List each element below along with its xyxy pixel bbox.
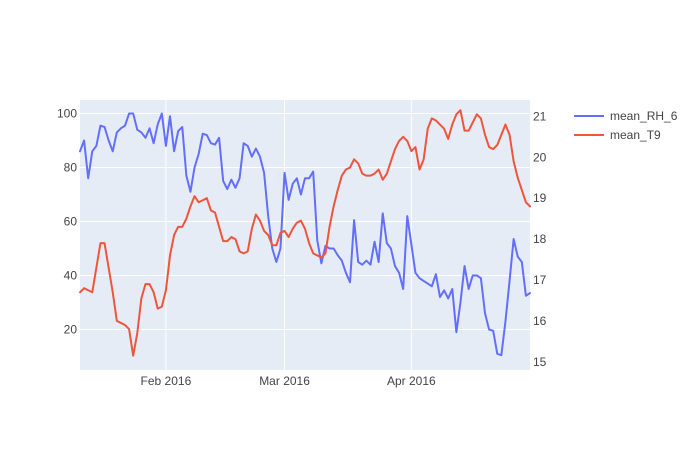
- series-lines: [79, 109, 531, 357]
- legend-item-mean_T9[interactable]: mean_T9: [574, 128, 661, 142]
- legend-label: mean_RH_6: [610, 109, 678, 123]
- x-tick-label: Feb 2016: [141, 374, 192, 388]
- y-axis-right: 15 16 17 18 19 20 21: [533, 109, 547, 368]
- y-left-tick-label: 60: [64, 215, 78, 229]
- x-tick-label: Mar 2016: [259, 374, 310, 388]
- x-axis: Feb 2016 Mar 2016 Apr 2016: [141, 374, 436, 388]
- y-left-tick-label: 80: [64, 161, 78, 175]
- legend-item-mean_RH_6[interactable]: mean_RH_6: [574, 109, 678, 123]
- y-right-tick-label: 18: [533, 232, 547, 246]
- grid-lines: [80, 100, 530, 370]
- y-axis-left: 20 40 60 80 100: [57, 107, 77, 337]
- legend[interactable]: mean_RH_6 mean_T9: [574, 109, 678, 142]
- y-right-tick-label: 17: [533, 273, 547, 287]
- legend-label: mean_T9: [610, 128, 661, 142]
- y-left-tick-label: 40: [64, 269, 78, 283]
- y-left-tick-label: 100: [57, 107, 77, 121]
- y-right-tick-label: 15: [533, 355, 547, 369]
- y-right-tick-label: 20: [533, 150, 547, 164]
- y-right-tick-label: 19: [533, 191, 547, 205]
- series-line-mean_T9: [79, 109, 531, 357]
- y-left-tick-label: 20: [64, 323, 78, 337]
- x-tick-label: Apr 2016: [387, 374, 436, 388]
- series-line-mean_RH_6: [79, 112, 531, 357]
- y-right-tick-label: 16: [533, 314, 547, 328]
- y-right-tick-label: 21: [533, 109, 547, 123]
